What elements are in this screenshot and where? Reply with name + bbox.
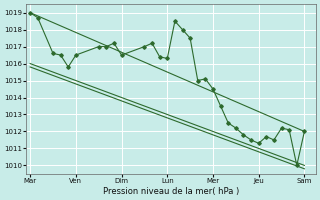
X-axis label: Pression niveau de la mer( hPa ): Pression niveau de la mer( hPa ) — [103, 187, 239, 196]
